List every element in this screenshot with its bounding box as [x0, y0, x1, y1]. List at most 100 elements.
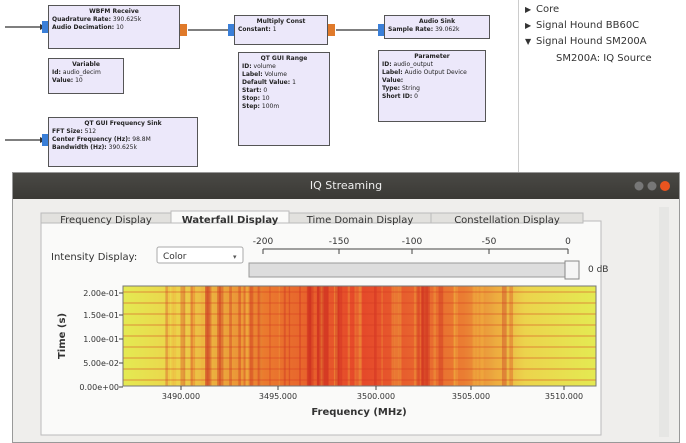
block: Multiply Const Constant: 1 — [234, 15, 328, 45]
waterfall-streak — [171, 286, 174, 386]
waterfall-streak — [205, 286, 210, 386]
waterfall-streak — [359, 286, 363, 386]
param-key: Label: — [242, 71, 263, 78]
y-tick-label: 2.00e-01 — [83, 289, 119, 298]
waterfall-streak — [192, 286, 194, 386]
param-key: Audio Decimation: — [52, 24, 115, 31]
waterfall-streak — [173, 286, 177, 386]
param-key: Bandwidth (Hz): — [52, 144, 107, 151]
param-key: Step: — [242, 103, 260, 110]
waterfall-streak — [165, 286, 170, 386]
waterfall-streak — [433, 286, 436, 386]
param-value: audio_decim — [62, 69, 101, 76]
tree-label: Signal Hound BB60C — [536, 20, 640, 31]
y-tick-label: 1.50e-01 — [83, 311, 119, 320]
iq-window: IQ Streaming Frequency Display Waterfall … — [12, 172, 680, 443]
waterfall-streak — [480, 286, 484, 386]
waterfall-streak — [308, 286, 314, 386]
param-value: 98.8M — [132, 136, 151, 143]
param-value: audio_output — [393, 61, 433, 68]
waterfall-streak — [248, 286, 252, 386]
waterfall-streak — [299, 286, 301, 386]
x-tick-label: 3510.000 — [545, 392, 583, 401]
window-controls[interactable] — [633, 180, 673, 192]
waterfall-streak — [278, 286, 280, 386]
waterfall-streak — [327, 286, 329, 386]
y-tick-label: 1.00e-01 — [83, 335, 119, 344]
param-key: ID: — [382, 61, 392, 68]
param-key: Type: — [382, 85, 401, 92]
waterfall-streak — [347, 286, 350, 386]
block-param: Constant: 1 — [238, 26, 324, 34]
waterfall-streak — [335, 286, 338, 386]
waterfall-streak — [243, 286, 246, 386]
tree-item: SM200A: IQ Source — [556, 53, 652, 64]
waterfall-band — [123, 291, 596, 293]
waterfall-streak — [334, 286, 338, 386]
waterfall-band — [123, 357, 596, 359]
scale-tick-label: -100 — [402, 237, 423, 247]
waterfall-streak — [480, 286, 485, 386]
waterfall-streak — [250, 286, 254, 386]
waterfall-streak — [381, 286, 383, 386]
waterfall-streak — [391, 286, 394, 386]
param-key: Value: — [382, 77, 404, 84]
tab[interactable] — [430, 212, 584, 224]
waterfall-streak — [257, 286, 262, 386]
waterfall-streak — [308, 286, 312, 386]
block-param: Default Value: 1 — [242, 79, 326, 87]
waterfall-streak — [425, 286, 430, 386]
tab-label: Frequency Display — [60, 215, 152, 226]
param-key: Label: — [382, 69, 403, 76]
block-param: Bandwidth (Hz): 390.625k — [52, 144, 194, 152]
param-value: 0 — [414, 93, 418, 100]
tree-item: ▶ Core — [525, 4, 560, 15]
waterfall-streak — [453, 286, 456, 386]
waterfall-streak — [473, 286, 479, 386]
scale-tick-label: -150 — [329, 237, 350, 247]
block-param: Audio Decimation: 10 — [52, 24, 176, 32]
param-value: volume — [253, 63, 276, 70]
waterfall-band — [123, 379, 596, 381]
param-key: Value: — [52, 77, 74, 84]
waterfall-streak — [259, 286, 263, 386]
param-value: 390.625k — [108, 144, 137, 151]
waterfall-streak — [323, 286, 329, 386]
block-param: ID: audio_output — [382, 61, 482, 69]
waterfall-streak — [393, 286, 395, 386]
waterfall-streak — [422, 286, 426, 386]
tree-label: SM200A: IQ Source — [556, 53, 652, 64]
block: Parameter ID: audio_output Label: Audio Ou… — [378, 50, 486, 122]
block-title: QT GUI Frequency Sink — [84, 120, 162, 127]
db-label: 0 dB — [588, 265, 608, 275]
param-value: 390.625k — [112, 16, 142, 23]
waterfall-streak — [218, 286, 224, 386]
param-value: Volume — [264, 71, 287, 78]
waterfall-streak — [374, 286, 377, 386]
tree-label: Core — [536, 4, 560, 15]
param-key: Start: — [242, 87, 262, 94]
waterfall-streak — [357, 286, 361, 386]
block-param: Label: Volume — [242, 71, 326, 79]
waterfall-streak — [317, 286, 319, 386]
block-param: Quadrature Rate: 390.625k — [52, 16, 176, 24]
block-param: Short ID: 0 — [382, 93, 482, 101]
tree-label: Signal Hound SM200A — [536, 36, 647, 47]
waterfall-streak — [472, 286, 476, 386]
waterfall-streak — [229, 286, 232, 386]
x-tick-label: 3500.000 — [357, 392, 395, 401]
waterfall-streak — [190, 286, 196, 386]
waterfall-streak — [494, 286, 499, 386]
waterfall-streak — [354, 286, 357, 386]
block-title: Multiply Const — [256, 18, 306, 25]
waterfall-streak — [333, 286, 336, 386]
waterfall-streak — [421, 286, 424, 386]
waterfall-streak — [165, 286, 168, 386]
x-axis-title: Frequency (MHz) — [311, 407, 406, 418]
separator — [518, 0, 519, 172]
block-param: Id: audio_decim — [52, 69, 120, 77]
block-param: ID: volume — [242, 63, 326, 71]
block-title: Variable — [72, 61, 100, 68]
waterfall-band — [123, 313, 596, 315]
